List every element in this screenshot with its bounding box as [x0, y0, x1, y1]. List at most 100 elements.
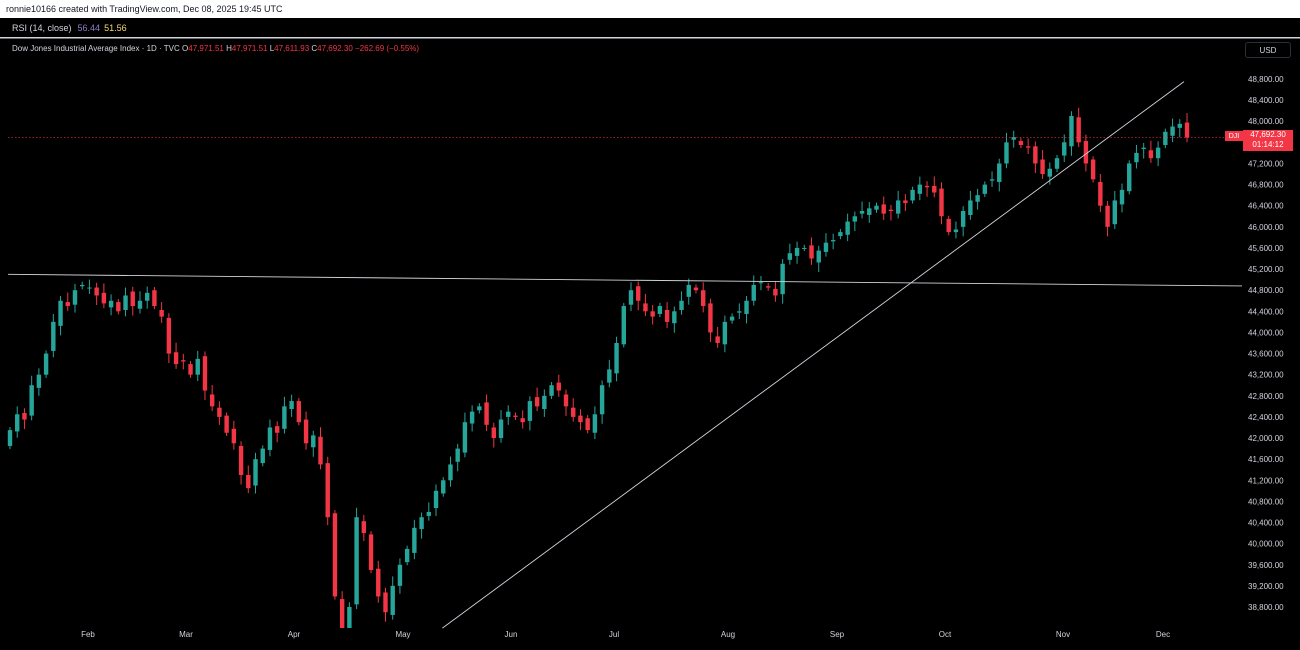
candle-body [426, 511, 432, 516]
currency-button[interactable]: USD [1245, 42, 1291, 58]
candle-body [975, 195, 980, 202]
candle-body [173, 352, 179, 365]
price-tick-label: 47,200.00 [1248, 159, 1284, 168]
candle-body [1076, 117, 1081, 143]
candle-body [997, 163, 1002, 182]
candle-body [672, 311, 677, 324]
candle-body [664, 310, 670, 322]
price-tick-label: 48,400.00 [1248, 96, 1284, 105]
candle-body [939, 188, 944, 217]
candle-body [1083, 141, 1089, 164]
candle-body [1011, 137, 1016, 140]
candle-body [303, 419, 309, 444]
candle-body [390, 585, 395, 615]
candle-body [80, 284, 85, 287]
candle-body [527, 401, 533, 421]
price-tick-label: 44,400.00 [1248, 307, 1284, 316]
candle-body [101, 292, 107, 304]
candle-body [209, 394, 215, 407]
time-tick-label: Sep [830, 630, 845, 639]
rsi-pane[interactable]: RSI (14, close) 56.44 51.56 [0, 18, 1300, 38]
time-tick-label: Nov [1056, 630, 1070, 639]
candle-body [1069, 115, 1074, 147]
candle-body [1148, 150, 1154, 159]
candle-body [513, 415, 518, 417]
candle-body [354, 517, 359, 605]
candle-body [217, 407, 222, 417]
candle-body [708, 303, 713, 333]
candle-body [383, 592, 388, 613]
symbol-title: Dow Jones Industrial Average Index · 1D … [12, 44, 180, 53]
trendlines [7, 81, 1243, 629]
candle-body [585, 418, 590, 431]
price-tag-box: 47,692.30 01:14:12 [1243, 130, 1293, 151]
candle-body [1040, 159, 1045, 175]
candle-body [715, 336, 720, 343]
candle-body [311, 435, 316, 448]
candle-body [657, 306, 663, 314]
candle-body [361, 521, 367, 534]
candle-body [881, 204, 886, 214]
candle-body [765, 286, 771, 288]
candle-body [58, 300, 63, 326]
price-tick-label: 45,200.00 [1248, 265, 1284, 274]
candle-body [888, 209, 894, 211]
candle-body [22, 412, 27, 420]
candle-body [296, 401, 302, 423]
candle-body [368, 534, 374, 571]
credit-text: ronnie10166 created with TradingView.com… [6, 4, 283, 14]
candle-body [520, 418, 525, 423]
candle-body [932, 185, 937, 193]
candle-body [123, 295, 128, 310]
candle-body [130, 291, 135, 307]
last-price-value: 47,692.30 [1250, 130, 1286, 139]
credit-bar: ronnie10166 created with TradingView.com… [0, 0, 1300, 18]
price-tick-label: 48,800.00 [1248, 75, 1284, 84]
candle-body [339, 599, 345, 628]
candle-body [1062, 142, 1067, 156]
candle-body [1047, 168, 1053, 177]
candle-body [332, 513, 338, 597]
candle-body [787, 253, 793, 260]
candle-body [780, 263, 785, 295]
close-label: C [311, 44, 318, 53]
candle-body [195, 358, 200, 375]
trendline-horizontal[interactable] [7, 273, 1243, 287]
candle-body [845, 221, 850, 235]
candle-body [859, 211, 865, 214]
candle-body [43, 353, 49, 375]
candle-body [679, 300, 684, 310]
low-label: L [269, 44, 275, 53]
candle-body [376, 568, 381, 597]
candle-body [599, 385, 605, 415]
candle-body [1163, 131, 1168, 145]
candle-body [231, 428, 237, 444]
candle-body [1033, 146, 1038, 164]
candle-body [1105, 205, 1110, 227]
candle-body [773, 288, 778, 296]
bar-countdown: 01:14:12 [1252, 140, 1284, 149]
trendline-rising[interactable] [442, 81, 1185, 629]
candle-body [94, 287, 99, 296]
candle-body [823, 242, 829, 252]
time-tick-label: Aug [721, 630, 735, 639]
candle-body [484, 402, 489, 425]
candle-body [729, 316, 735, 321]
symbol-legend[interactable]: Dow Jones Industrial Average Index · 1D … [12, 44, 419, 53]
candle-body [614, 343, 619, 374]
price-tick-label: 41,600.00 [1248, 455, 1284, 464]
rsi-value: 56.44 [77, 22, 101, 33]
candle-body [578, 415, 583, 423]
price-tick-label: 41,200.00 [1248, 476, 1284, 485]
time-tick-label: Dec [1156, 630, 1170, 639]
candle-body [628, 290, 634, 305]
close-value: 47,692.30 [317, 44, 353, 53]
candle-body [137, 300, 143, 309]
candle-body [462, 422, 468, 453]
price-tick-label: 48,000.00 [1248, 117, 1284, 126]
price-tick-label: 40,800.00 [1248, 497, 1284, 506]
candle-body [116, 302, 121, 312]
candle-body [758, 282, 764, 284]
candle-body [404, 548, 410, 563]
